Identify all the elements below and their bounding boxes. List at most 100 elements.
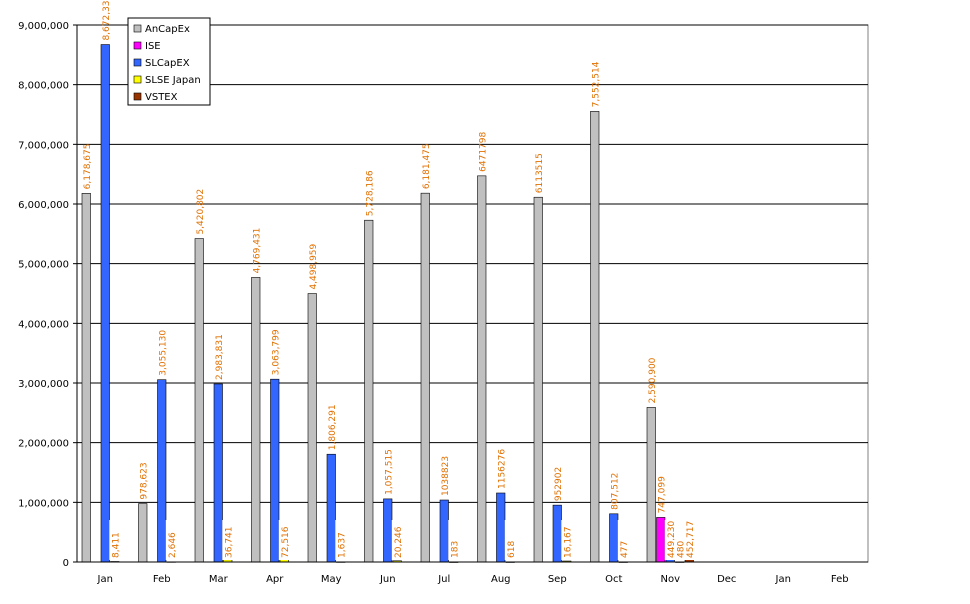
value-label-group: 1,806,291: [328, 404, 338, 450]
bar: [383, 498, 393, 563]
value-label-group: 3,055,130: [158, 330, 168, 376]
value-label-group: 1,637: [335, 520, 347, 560]
value-label-box: [222, 520, 234, 560]
x-tick-label: Feb: [831, 574, 849, 585]
value-label-group: 978,623: [139, 462, 149, 499]
x-tick-label: Jan: [97, 574, 113, 585]
value-label: 36,741: [224, 527, 234, 559]
value-label: 807,512: [610, 473, 620, 510]
x-tick-label: Feb: [153, 574, 171, 585]
bar: [496, 492, 506, 563]
value-label: 183: [450, 541, 460, 558]
value-label: 452,717: [686, 521, 696, 558]
x-tick-label: Apr: [266, 574, 284, 585]
legend-label: AnCapEx: [145, 24, 190, 35]
bar: [477, 175, 487, 563]
value-label-group: 1,057,515: [384, 449, 394, 495]
value-label: 477: [620, 541, 630, 558]
value-label-group: 747,099: [657, 476, 667, 513]
y-tick-label: 4,000,000: [18, 319, 69, 330]
value-label-group: 2,590,900: [648, 357, 658, 403]
x-tick-label: Jul: [437, 574, 450, 585]
value-label: 747,099: [657, 476, 667, 513]
value-label: 978,623: [139, 462, 149, 499]
value-label-group: 8,411: [109, 520, 121, 560]
x-tick-label: Dec: [717, 574, 736, 585]
bar: [307, 293, 317, 563]
bar: [364, 219, 374, 563]
bar: [157, 379, 167, 563]
bar: [646, 407, 656, 563]
value-label: 5,728,186: [365, 170, 375, 216]
value-label-group: 1038823: [441, 456, 451, 496]
value-label: 72,516: [281, 526, 291, 558]
legend-label: SLSE Japan: [145, 75, 201, 86]
x-tick-label: May: [321, 574, 342, 585]
value-label: 8,411: [111, 532, 121, 558]
value-label: 20,246: [394, 526, 404, 558]
value-label-box: [278, 520, 290, 560]
legend-label: VSTEX: [145, 92, 178, 103]
x-tick-label: Jun: [379, 574, 396, 585]
value-label: 16,167: [563, 527, 573, 559]
value-label: 6113515: [535, 153, 545, 193]
y-tick-label: 0: [63, 558, 69, 569]
value-label-box: [335, 520, 347, 560]
legend-swatch: [133, 58, 142, 67]
value-label-group: 618: [504, 520, 517, 560]
value-label: 1,806,291: [328, 404, 338, 450]
value-label-box: [109, 520, 121, 560]
value-label: 3,055,130: [158, 330, 168, 376]
value-label-group: 3,063,799: [271, 329, 281, 375]
value-label-group: 20,246: [391, 520, 404, 560]
value-label-group: 4,769,431: [252, 228, 262, 274]
value-label-group: 952902: [554, 467, 564, 501]
value-label-box: [664, 520, 676, 560]
bar: [138, 503, 148, 563]
value-label-group: 480: [674, 520, 686, 560]
value-label-group: 16,167: [561, 520, 573, 560]
value-label-group: 72,516: [278, 520, 291, 560]
y-tick-label: 8,000,000: [18, 81, 69, 92]
value-label: 4,498,959: [309, 243, 319, 289]
y-tick-label: 7,000,000: [18, 140, 69, 151]
value-label-group: 6471798: [478, 131, 488, 171]
value-label-group: 5,728,186: [365, 170, 375, 216]
bar: [439, 499, 449, 563]
bar: [609, 513, 619, 563]
value-label: 3,063,799: [271, 329, 281, 375]
bar: [590, 111, 600, 563]
value-label-box: [674, 520, 686, 560]
legend-swatch: [133, 92, 142, 101]
x-tick-label: Aug: [491, 574, 511, 585]
value-label: 2,983,831: [215, 334, 225, 380]
x-tick-label: Nov: [660, 574, 680, 585]
value-label: 6471798: [478, 131, 488, 171]
value-label-group: 452,717: [683, 520, 696, 560]
y-tick-label: 2,000,000: [18, 439, 69, 450]
value-label-box: [391, 520, 403, 560]
legend-label: SLCapEX: [145, 58, 190, 69]
y-tick-label: 5,000,000: [18, 260, 69, 271]
value-label-group: 8,672,335: [102, 0, 112, 41]
value-label: 1,637: [337, 532, 347, 558]
value-label-group: 5,420,802: [196, 189, 206, 235]
x-tick-label: Mar: [209, 574, 229, 585]
bar: [552, 504, 562, 563]
value-label: 5,420,802: [196, 189, 206, 235]
legend: AnCapEx ISE SLCapEX SLSE Japan VSTEX: [127, 17, 211, 106]
bar: [656, 517, 666, 563]
value-label-group: 36,741: [222, 520, 234, 560]
x-tick-label: Jan: [775, 574, 791, 585]
value-label-box: [165, 520, 177, 560]
value-label-group: 7,552,514: [591, 61, 601, 107]
x-tick-label: Oct: [605, 574, 622, 585]
legend-box: [127, 17, 211, 106]
value-label: 4,769,431: [252, 228, 262, 274]
value-label: 7,552,514: [591, 61, 601, 107]
legend-label: ISE: [145, 41, 161, 52]
legend-swatch: [133, 24, 142, 33]
value-label: 6,181,475: [422, 143, 432, 189]
value-label: 6,178,675: [83, 144, 93, 190]
